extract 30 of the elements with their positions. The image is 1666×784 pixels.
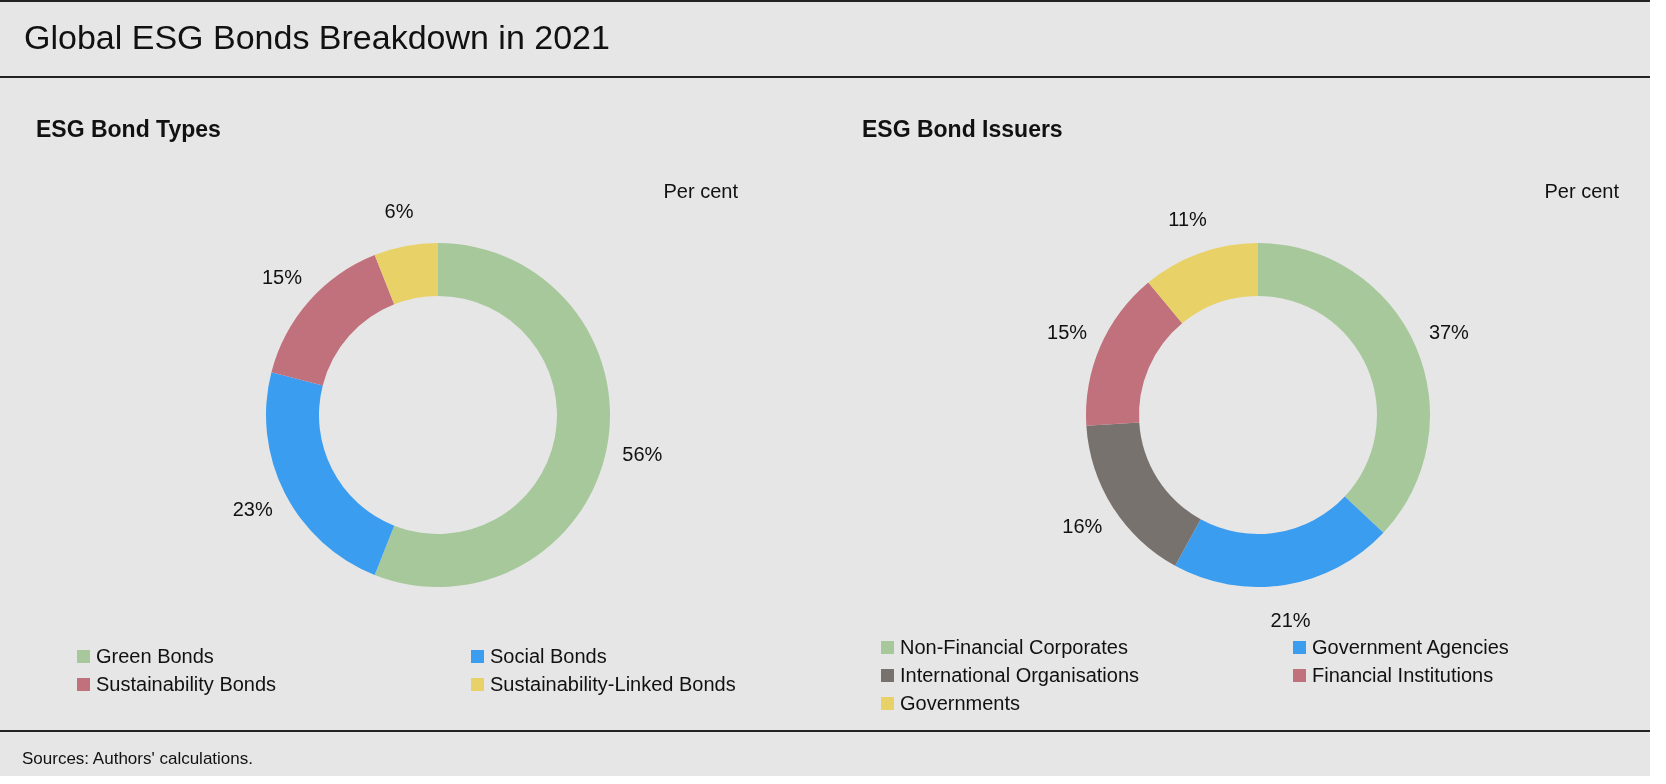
legend-label: Sustainability-Linked Bonds: [490, 673, 736, 696]
donut-slice: [374, 243, 438, 305]
text: Per cent: [1544, 180, 1619, 203]
source-note: Sources: Authors' calculations.: [22, 749, 253, 769]
legend-label: Government Agencies: [1312, 636, 1509, 659]
legend-label: Social Bonds: [490, 645, 607, 668]
donut-slice: [374, 243, 610, 587]
data-label: 15%: [1047, 321, 1088, 344]
data-label: 15%: [261, 266, 303, 289]
data-label: 37%: [1428, 321, 1470, 344]
donut-slice: [1148, 243, 1258, 324]
legend-label: Green Bonds: [96, 645, 214, 668]
legend-label: Sustainability Bonds: [96, 673, 277, 696]
legend-label: Non-Financial Corporates: [900, 636, 1128, 659]
data-label: 21%: [1270, 609, 1311, 632]
donut-slice: [1086, 282, 1183, 426]
legend-label: Financial Institutions: [1312, 664, 1494, 687]
data-label: 6%: [384, 199, 414, 222]
donut-slice: [1175, 496, 1384, 587]
chart-title: ESG Bond Types: [36, 116, 221, 143]
text: Global ESG Bonds Breakdown in 2021: [24, 18, 610, 57]
data-label: 23%: [232, 498, 273, 521]
legend-label: International Organisations: [900, 664, 1140, 687]
legend-label: Governments: [900, 692, 1021, 715]
data-label: 11%: [1168, 208, 1208, 231]
data-label: 16%: [1062, 515, 1103, 538]
data-label: 56%: [622, 442, 663, 465]
chart-title: ESG Bond Issuers: [862, 116, 1063, 143]
donut-slice: [1258, 243, 1430, 533]
text: Per cent: [663, 180, 738, 203]
